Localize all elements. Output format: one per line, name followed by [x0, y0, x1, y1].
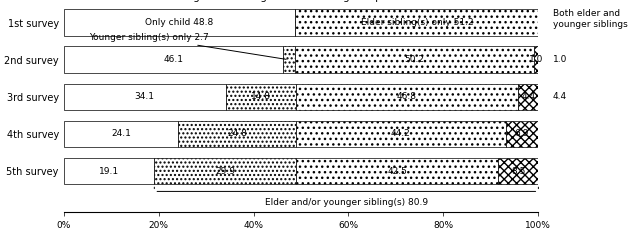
Bar — [295, 9, 538, 36]
Text: Both elder and
younger siblings: Both elder and younger siblings — [552, 9, 628, 29]
Bar — [533, 46, 538, 73]
Text: 34.1: 34.1 — [135, 92, 155, 101]
Text: Elder sibling(s) only 51.2: Elder sibling(s) only 51.2 — [360, 18, 473, 27]
Bar — [295, 46, 533, 73]
Text: 4.4: 4.4 — [552, 92, 567, 101]
Text: 29.9: 29.9 — [216, 167, 235, 176]
Text: 46.1: 46.1 — [163, 55, 183, 64]
Text: 1.0: 1.0 — [552, 55, 567, 64]
Text: 14.8: 14.8 — [251, 92, 270, 101]
Text: 4.4: 4.4 — [521, 92, 535, 101]
Text: 1.0: 1.0 — [529, 55, 543, 64]
Text: 24.1: 24.1 — [111, 129, 131, 139]
Bar — [64, 121, 178, 147]
Bar — [283, 46, 295, 73]
Bar — [498, 158, 538, 184]
Text: 50.2: 50.2 — [404, 55, 425, 64]
Text: Younger sibling(s) only 2.7: Younger sibling(s) only 2.7 — [90, 33, 286, 59]
Bar — [178, 121, 296, 147]
Bar — [226, 84, 296, 110]
Bar — [296, 121, 506, 147]
Bar — [296, 158, 498, 184]
Text: 46.8: 46.8 — [397, 92, 417, 101]
Text: 8.5: 8.5 — [511, 167, 525, 176]
Bar — [64, 158, 154, 184]
Bar — [64, 9, 295, 36]
Text: 19.1: 19.1 — [99, 167, 119, 176]
Bar — [518, 84, 539, 110]
Text: Only child 48.8: Only child 48.8 — [145, 18, 214, 27]
Bar — [154, 158, 296, 184]
Bar — [64, 84, 226, 110]
Text: 42.5: 42.5 — [387, 167, 407, 176]
Bar — [506, 121, 538, 147]
Text: 6.9: 6.9 — [515, 129, 529, 139]
Text: Figure 1  Changes in the sibling composition: Figure 1 Changes in the sibling composit… — [185, 0, 417, 2]
Bar — [64, 46, 283, 73]
Text: 44.2: 44.2 — [391, 129, 411, 139]
Text: Elder and/or younger sibling(s) 80.9: Elder and/or younger sibling(s) 80.9 — [265, 198, 428, 207]
Text: 24.8: 24.8 — [227, 129, 247, 139]
Bar — [296, 84, 518, 110]
